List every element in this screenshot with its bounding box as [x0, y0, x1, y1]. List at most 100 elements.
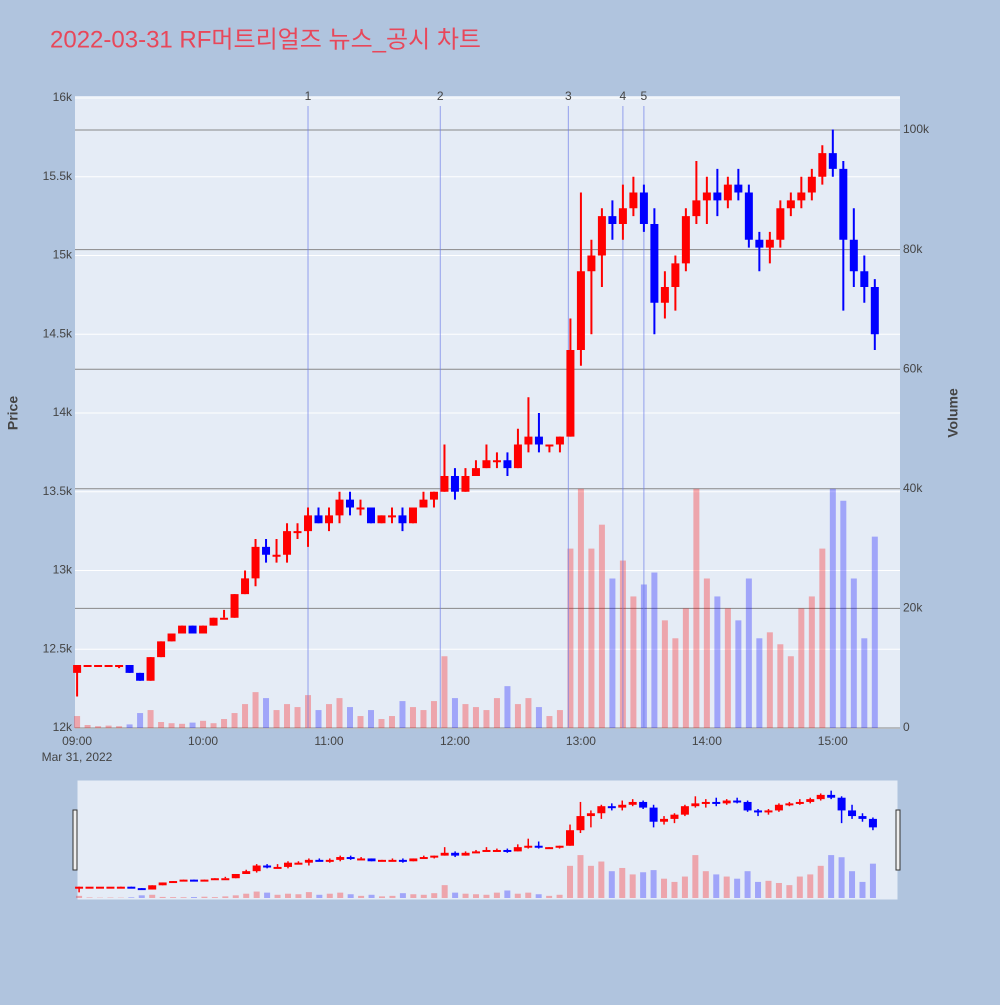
y2-tick-label: 0 — [903, 720, 910, 734]
mini-volume-bar — [504, 890, 510, 898]
mini-volume-bar — [452, 893, 458, 898]
mini-volume-bar — [233, 895, 239, 898]
volume-bar — [704, 578, 710, 728]
y2-tick-label: 60k — [903, 361, 923, 375]
y2-tick-label: 20k — [903, 601, 923, 615]
mini-candle-body — [75, 887, 83, 889]
mini-candle-body — [556, 846, 564, 848]
candle-body — [451, 476, 459, 492]
mini-candle-body — [315, 860, 323, 862]
candle-body — [566, 350, 574, 437]
volume-bar — [672, 638, 678, 728]
volume-bar — [725, 608, 731, 728]
candle-body — [608, 216, 616, 224]
volume-bar — [389, 716, 395, 728]
candle-body — [126, 665, 134, 673]
mini-volume-bar — [170, 897, 176, 898]
candle-body — [650, 224, 658, 303]
mini-volume-bar — [870, 864, 876, 898]
mini-volume-bar — [619, 868, 625, 898]
mini-volume-bar — [191, 897, 197, 898]
mini-volume-bar — [285, 894, 291, 898]
mini-volume-bar — [536, 894, 542, 898]
candle-body — [839, 169, 847, 240]
candle-body — [168, 634, 176, 642]
y-tick-label: 12k — [53, 720, 73, 734]
mini-candle-body — [159, 882, 167, 885]
candle-body — [409, 508, 417, 524]
candle-body — [619, 208, 627, 224]
mini-candle-body — [566, 830, 574, 846]
mini-volume-bar — [160, 897, 166, 898]
candle-body — [577, 271, 585, 350]
mini-candle-body — [639, 802, 647, 808]
mini-volume-bar — [264, 893, 270, 898]
candle-body — [524, 437, 532, 445]
mini-candle-body — [326, 860, 334, 862]
volume-bar — [683, 608, 689, 728]
mini-candle-body — [629, 802, 637, 805]
volume-bar — [347, 707, 353, 728]
volume-bar — [106, 726, 112, 728]
volume-bar — [242, 704, 248, 728]
mini-candle-body — [733, 801, 741, 803]
mini-candle-body — [462, 853, 470, 856]
y2-axis-label: Volume — [945, 388, 961, 438]
mini-volume-bar — [431, 893, 437, 898]
mini-volume-bar — [734, 879, 740, 898]
volume-bar — [232, 713, 238, 728]
mini-candle-body — [368, 858, 376, 861]
candle-body — [336, 500, 344, 516]
volume-bar — [809, 596, 815, 728]
mini-candle-body — [138, 888, 146, 890]
volume-bar — [609, 578, 615, 728]
y2-tick-label: 80k — [903, 242, 923, 256]
candle-body — [241, 578, 249, 594]
mini-candle-body — [294, 863, 302, 865]
y-axis-label: Price — [5, 396, 21, 430]
mini-candle-body — [660, 819, 668, 822]
candle-body — [482, 460, 490, 468]
candle-body — [671, 263, 679, 287]
mini-volume-bar — [546, 896, 552, 898]
candle-body — [829, 153, 837, 169]
mini-candle-body — [650, 808, 658, 822]
mini-candle-body — [869, 819, 877, 827]
slider-handle-left[interactable] — [73, 810, 77, 870]
mini-volume-bar — [139, 895, 145, 898]
candle-body — [682, 216, 690, 263]
volume-bar — [819, 549, 825, 728]
volume-bar — [263, 698, 269, 728]
volume-bar — [840, 501, 846, 728]
candle-body — [514, 445, 522, 469]
volume-bar — [767, 632, 773, 728]
mini-volume-bar — [567, 866, 573, 898]
candle-body — [598, 216, 606, 255]
mini-volume-bar — [765, 881, 771, 898]
mini-volume-bar — [807, 874, 813, 898]
candle-body — [356, 508, 364, 510]
candle-body — [587, 256, 595, 272]
x-tick-label: 13:00 — [566, 734, 596, 748]
mini-candle-body — [242, 871, 250, 874]
mini-volume-bar — [243, 894, 249, 898]
mini-candle-body — [744, 802, 752, 810]
mini-candle-body — [190, 880, 198, 882]
mini-candle-body — [796, 802, 804, 804]
mini-candle-body — [493, 850, 501, 852]
mini-volume-bar — [149, 895, 155, 898]
slider-handle-right[interactable] — [896, 810, 900, 870]
y-tick-label: 14.5k — [43, 326, 73, 340]
volume-bar — [452, 698, 458, 728]
mini-candle-body — [858, 816, 866, 819]
mini-candle-body — [430, 856, 438, 858]
candle-body — [493, 460, 501, 462]
range-slider[interactable] — [77, 780, 898, 900]
mini-volume-bar — [128, 897, 134, 898]
candle-body — [210, 618, 218, 626]
mini-volume-bar — [400, 893, 406, 898]
mini-volume-bar — [859, 882, 865, 898]
volume-bar — [473, 707, 479, 728]
volume-bar — [410, 707, 416, 728]
volume-bar — [536, 707, 542, 728]
